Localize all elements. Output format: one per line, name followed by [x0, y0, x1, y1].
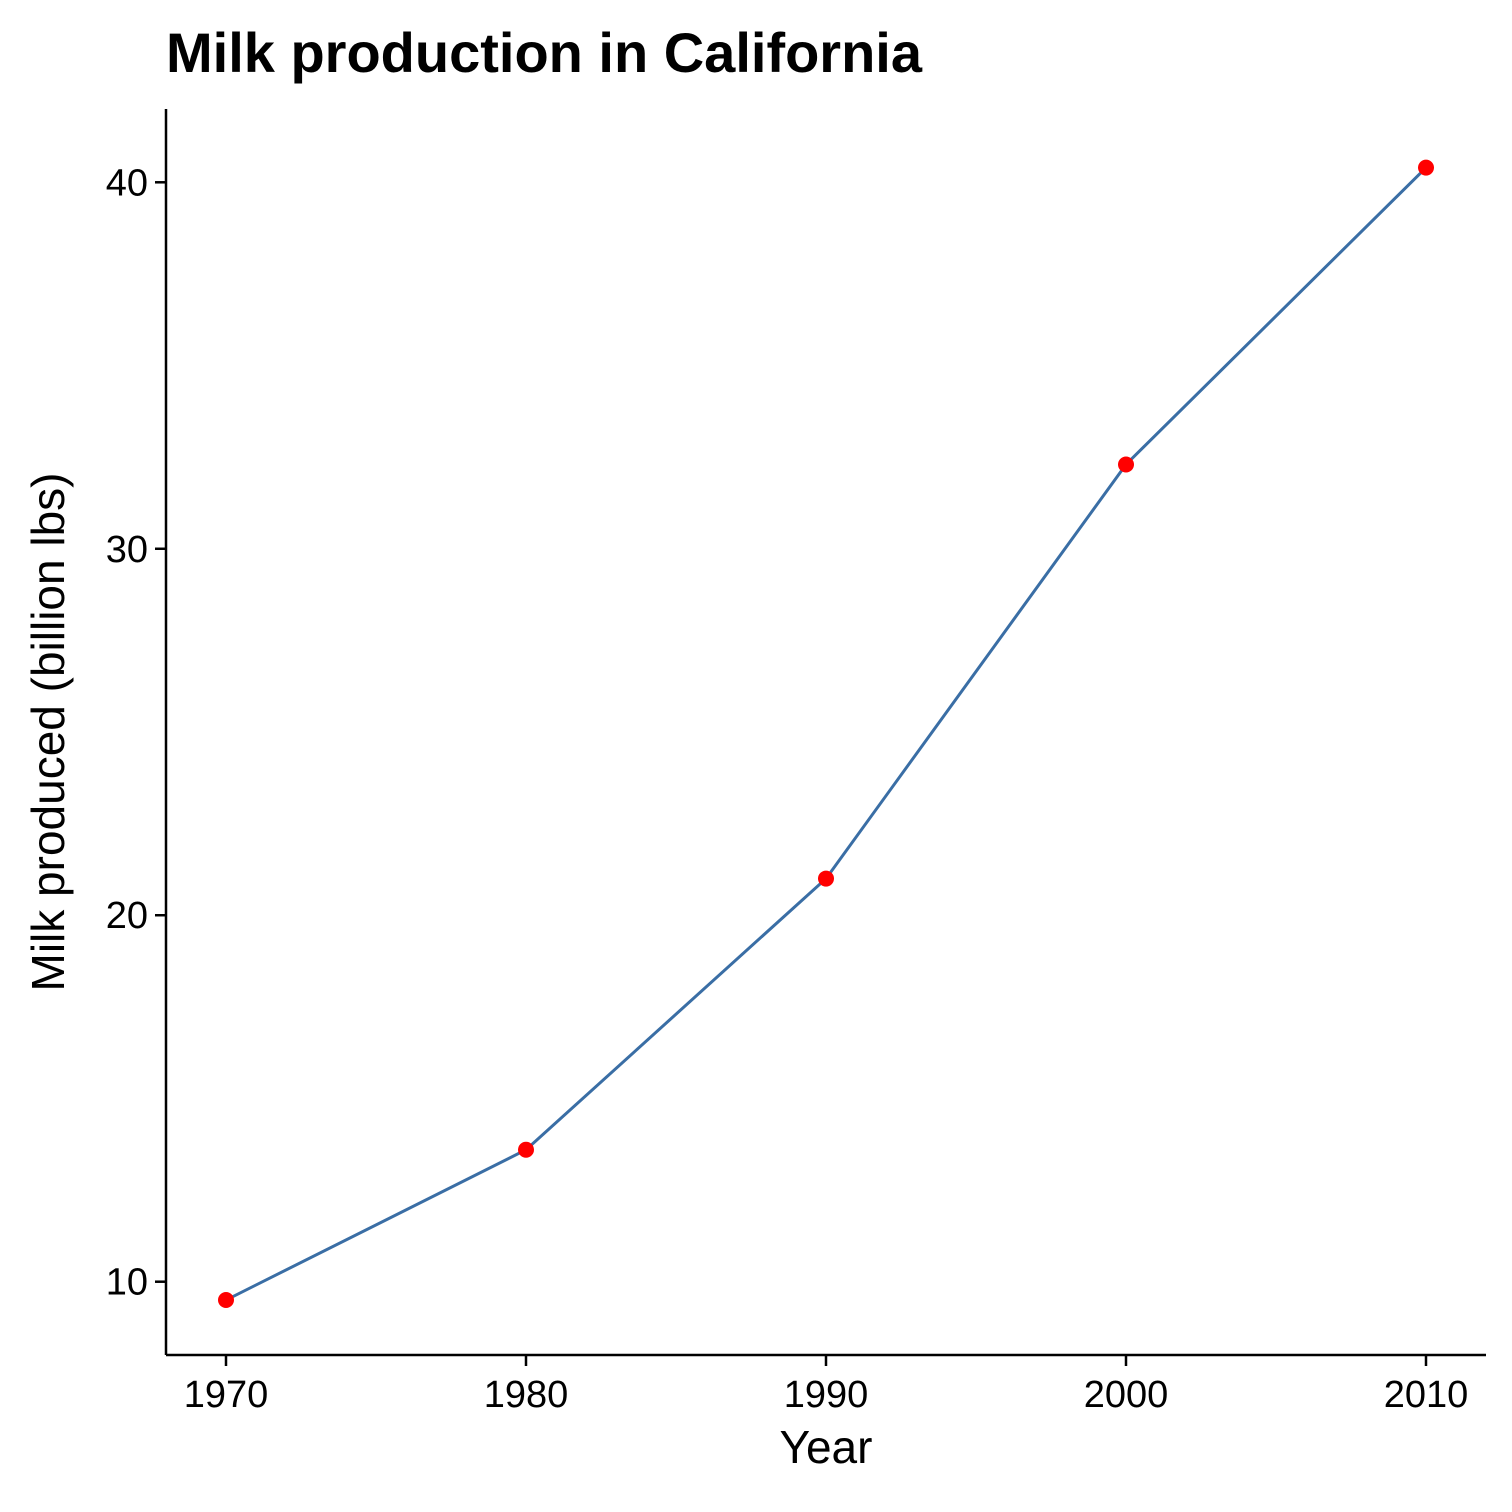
- y-axis-ticks: 10 20 30 40: [106, 162, 166, 1304]
- x-axis-ticks: 1970 1980 1990 2000 2010: [184, 1355, 1469, 1416]
- series-line: [225, 166, 1428, 1302]
- data-point: [218, 1292, 234, 1309]
- x-axis-title: Year: [780, 1421, 873, 1473]
- data-point: [1118, 456, 1134, 473]
- y-tick-label: 20: [106, 895, 148, 937]
- x-tick-label: 1970: [184, 1374, 269, 1416]
- y-axis-title: Milk produced (billion lbs): [22, 473, 74, 992]
- x-tick-label: 1980: [484, 1374, 569, 1416]
- data-point: [818, 870, 834, 887]
- data-point: [518, 1141, 534, 1158]
- x-tick-label: 2010: [1384, 1374, 1469, 1416]
- y-tick-label: 10: [106, 1262, 148, 1304]
- y-tick-label: 30: [106, 529, 148, 571]
- y-tick-label: 40: [106, 162, 148, 204]
- x-tick-label: 1990: [784, 1374, 869, 1416]
- chart-title: Milk production in California: [166, 21, 923, 84]
- data-point: [1418, 159, 1434, 176]
- series-milk-production: [218, 159, 1434, 1309]
- x-tick-label: 2000: [1084, 1374, 1169, 1416]
